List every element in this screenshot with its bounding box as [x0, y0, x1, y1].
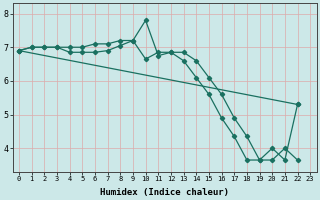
X-axis label: Humidex (Indice chaleur): Humidex (Indice chaleur)	[100, 188, 229, 197]
